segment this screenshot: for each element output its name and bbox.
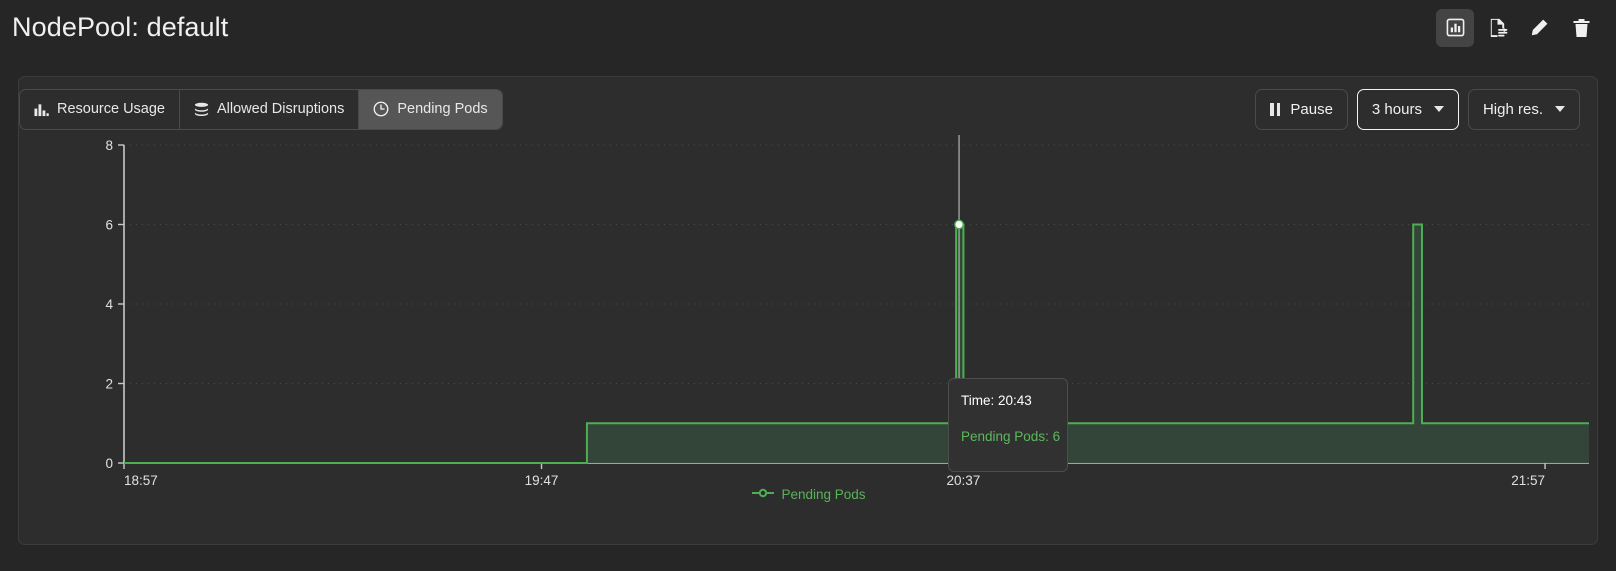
chevron-down-icon <box>1555 106 1565 112</box>
chart-legend: Pending Pods <box>19 485 1599 503</box>
svg-text:18:57: 18:57 <box>124 473 158 488</box>
header-actions <box>1436 8 1600 47</box>
chart-icon <box>1446 18 1465 37</box>
metrics-card: Resource Usage Allowed Disruptions <box>18 76 1598 545</box>
pending-pods-chart[interactable]: 0 2 4 6 8 18:57 19:47 20:37 21:57 <box>19 133 1599 493</box>
bar-chart-icon <box>34 102 49 117</box>
time-range-dropdown[interactable]: 3 hours <box>1356 88 1459 130</box>
pause-label: Pause <box>1290 100 1333 118</box>
chart-controls: Pause 3 hours High res. <box>1255 88 1580 130</box>
tab-allowed-disruptions[interactable]: Allowed Disruptions <box>180 89 360 129</box>
svg-text:2: 2 <box>105 377 113 392</box>
chart-tooltip: Time: 20:43 Pending Pods: 6 <box>948 378 1068 472</box>
tab-pending-pods[interactable]: Pending Pods <box>359 89 502 129</box>
page-title: NodePool: default <box>12 12 229 42</box>
tooltip-value: Pending Pods: 6 <box>961 429 1061 444</box>
chart-toolbar: Resource Usage Allowed Disruptions <box>19 77 1597 141</box>
tab-resource-usage[interactable]: Resource Usage <box>20 89 180 129</box>
pencil-icon <box>1529 18 1549 38</box>
pause-icon <box>1270 102 1281 116</box>
trash-icon-button[interactable] <box>1562 9 1600 47</box>
layers-icon <box>194 102 209 117</box>
time-range-label: 3 hours <box>1371 100 1422 118</box>
pencil-icon-button[interactable] <box>1520 9 1558 47</box>
tab-label: Resource Usage <box>57 101 165 117</box>
svg-text:6: 6 <box>105 218 113 233</box>
clock-icon <box>373 101 389 117</box>
tab-label: Pending Pods <box>397 101 488 117</box>
svg-text:19:47: 19:47 <box>525 473 559 488</box>
chart-tabs: Resource Usage Allowed Disruptions <box>19 88 503 130</box>
chart-icon-button[interactable] <box>1436 8 1474 47</box>
trash-icon <box>1572 18 1591 38</box>
legend-label: Pending Pods <box>781 486 866 502</box>
chevron-down-icon <box>1433 106 1444 112</box>
svg-text:21:57: 21:57 <box>1511 473 1545 488</box>
resolution-dropdown[interactable]: High res. <box>1467 88 1580 130</box>
page-header: NodePool: default <box>0 0 1616 55</box>
chart-area: 0 2 4 6 8 18:57 19:47 20:37 21:57 Time: 20:43 Pe… <box>19 133 1599 546</box>
svg-text:20:37: 20:37 <box>947 473 981 488</box>
legend-marker-icon <box>752 485 775 503</box>
svg-text:0: 0 <box>105 456 113 471</box>
pause-button[interactable]: Pause <box>1255 88 1348 130</box>
resolution-label: High res. <box>1482 100 1543 118</box>
yaml-icon <box>1487 17 1508 38</box>
tooltip-time: Time: 20:43 <box>961 393 1032 408</box>
svg-text:4: 4 <box>105 297 113 312</box>
svg-text:8: 8 <box>105 138 113 153</box>
yaml-icon-button[interactable] <box>1478 9 1516 47</box>
tab-label: Allowed Disruptions <box>217 101 345 117</box>
